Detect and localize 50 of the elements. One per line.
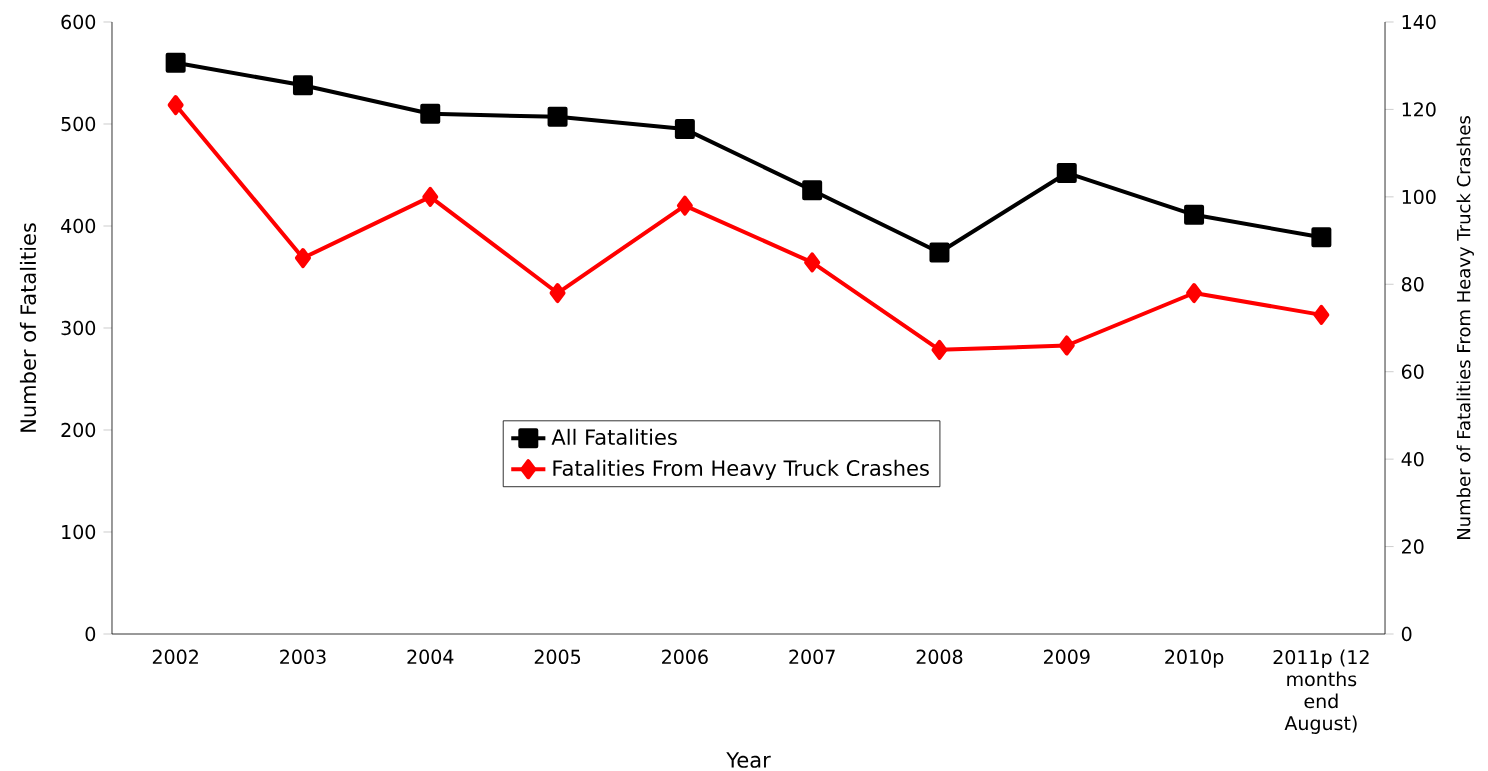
x-tick-label: 2010p: [1165, 649, 1224, 668]
point: [165, 52, 186, 73]
y2-tick-label: 100: [1402, 189, 1436, 205]
x-tick-label: 2006: [662, 649, 708, 664]
y2-tick-label: 140: [1402, 14, 1436, 30]
legend-label: All Fatalities: [551, 428, 677, 446]
y-tick-label: 500: [61, 116, 96, 132]
y2-tick-label: 60: [1401, 364, 1424, 379]
x-tick-label: 2003: [280, 649, 326, 664]
x-tick-label: 2008: [916, 649, 963, 664]
y-tick-label: 600: [61, 14, 96, 30]
point: [167, 95, 184, 116]
legend-label: Fatalities From Heavy Truck Crashes: [553, 459, 929, 481]
y2-axis-title: Number of Fatalities From Heavy Truck Crashes: [1456, 116, 1474, 540]
y-tick-label: 300: [61, 320, 96, 336]
x-tick-label: 2009: [1043, 649, 1090, 664]
x-tick-label: 2007: [789, 649, 835, 664]
point: [676, 195, 693, 216]
x-tick-label: 2004: [407, 649, 454, 664]
point: [420, 103, 441, 124]
point: [1184, 204, 1205, 225]
point: [422, 186, 439, 207]
x-tick-label: 2011p (12 months end August): [1273, 649, 1369, 734]
y-tick-label: 0: [85, 626, 96, 642]
y2-tick-label: 120: [1402, 102, 1436, 117]
x-axis-title: Year: [726, 752, 771, 768]
point: [1186, 283, 1203, 304]
point: [294, 248, 311, 269]
x-tick-label: 2005: [534, 649, 581, 664]
y-tick-label: 400: [61, 218, 96, 234]
point: [804, 252, 821, 273]
y-axis-title: Number of Fatalities: [19, 223, 37, 432]
y2-tick-label: 80: [1401, 277, 1424, 292]
y2-tick-label: 20: [1402, 539, 1424, 554]
point: [929, 242, 950, 263]
point: [1056, 162, 1077, 183]
point: [1311, 227, 1332, 248]
point: [292, 75, 313, 96]
x-tick-label: 2002: [152, 649, 198, 664]
point: [549, 283, 566, 304]
point: [802, 180, 823, 201]
point: [547, 106, 568, 127]
y2-tick-label: 40: [1401, 451, 1424, 467]
y-tick-label: 100: [62, 524, 96, 540]
point: [931, 339, 948, 360]
point: [674, 119, 695, 140]
y2-tick-label: 0: [1401, 626, 1412, 642]
point: [1313, 304, 1330, 325]
point: [1058, 335, 1075, 356]
y-tick-label: 200: [61, 422, 96, 438]
